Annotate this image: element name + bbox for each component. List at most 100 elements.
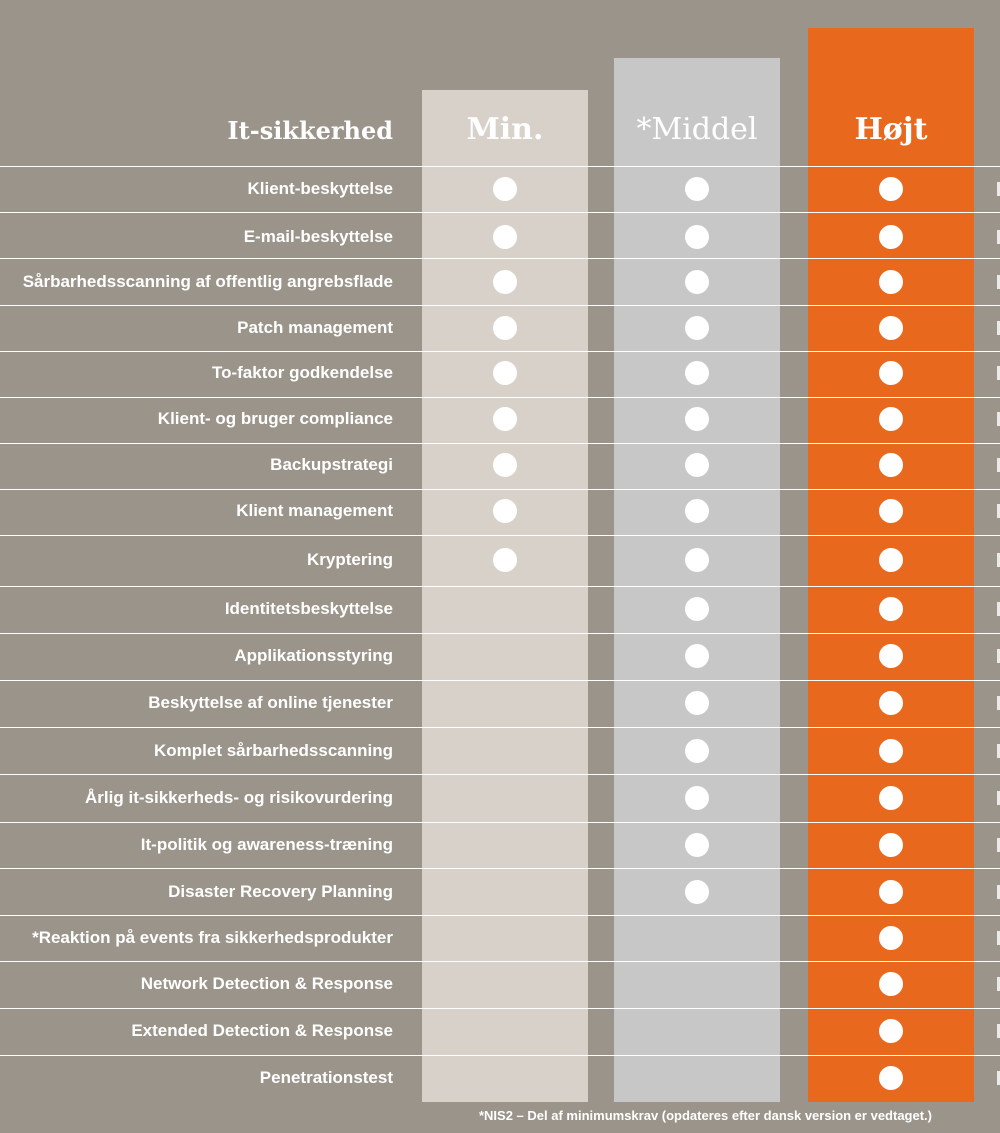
included-dot-icon (879, 177, 903, 201)
row-divider (0, 586, 1000, 587)
included-dot-icon (685, 499, 709, 523)
row-divider (0, 397, 1000, 398)
included-dot-icon (685, 880, 709, 904)
row-label: Patch management (237, 318, 393, 337)
included-dot-icon (685, 316, 709, 340)
row-divider (0, 489, 1000, 490)
row-divider (0, 1055, 1000, 1056)
row-label: To-faktor godkendelse (211, 363, 393, 382)
included-dot-icon (685, 225, 709, 249)
edge-fragment (997, 885, 1000, 899)
included-dot-icon (879, 597, 903, 621)
row-divider (0, 915, 1000, 916)
edge-fragment (997, 504, 1000, 518)
included-dot-icon (493, 270, 517, 294)
edge-fragment (997, 412, 1000, 426)
row-label: *Reaktion på events fra sikkerhedsproduk… (32, 928, 393, 947)
row-label: Disaster Recovery Planning (168, 882, 393, 901)
included-dot-icon (493, 548, 517, 572)
included-dot-icon (879, 644, 903, 668)
included-dot-icon (493, 225, 517, 249)
edge-fragment (997, 230, 1000, 244)
row-label: Penetrationstest (259, 1068, 393, 1087)
included-dot-icon (493, 407, 517, 431)
edge-fragment (997, 744, 1000, 758)
row-label: Extended Detection & Response (131, 1021, 393, 1040)
edge-fragment (997, 649, 1000, 663)
edge-fragment (997, 791, 1000, 805)
included-dot-icon (879, 407, 903, 431)
row-label: It-politik og awareness-træning (140, 835, 393, 854)
edge-fragment (997, 977, 1000, 991)
included-dot-icon (879, 225, 903, 249)
edge-fragment (997, 182, 1000, 196)
edge-fragment (997, 838, 1000, 852)
row-divider (0, 166, 1000, 167)
edge-fragment (997, 458, 1000, 472)
included-dot-icon (879, 361, 903, 385)
included-dot-icon (879, 739, 903, 763)
row-divider (0, 680, 1000, 681)
included-dot-icon (879, 926, 903, 950)
included-dot-icon (879, 880, 903, 904)
row-divider (0, 212, 1000, 213)
edge-fragment (997, 275, 1000, 289)
included-dot-icon (879, 316, 903, 340)
included-dot-icon (685, 453, 709, 477)
row-divider (0, 443, 1000, 444)
included-dot-icon (493, 361, 517, 385)
row-divider (0, 961, 1000, 962)
included-dot-icon (879, 786, 903, 810)
row-label: Applikationsstyring (234, 646, 393, 665)
included-dot-icon (879, 1066, 903, 1090)
included-dot-icon (493, 499, 517, 523)
row-label: Klient management (236, 501, 393, 520)
included-dot-icon (879, 499, 903, 523)
edge-fragment (997, 696, 1000, 710)
row-divider (0, 774, 1000, 775)
included-dot-icon (879, 270, 903, 294)
row-label: Beskyttelse af online tjenester (148, 693, 393, 712)
column-header-middel: *Middel (636, 112, 758, 147)
row-divider (0, 351, 1000, 352)
row-divider (0, 868, 1000, 869)
edge-fragment (997, 321, 1000, 335)
included-dot-icon (493, 177, 517, 201)
row-label: Kryptering (307, 550, 393, 569)
included-dot-icon (879, 1019, 903, 1043)
row-divider (0, 727, 1000, 728)
row-label: Identitetsbeskyttelse (224, 599, 393, 618)
included-dot-icon (685, 644, 709, 668)
row-label: Årlig it-sikkerheds- og risikovurdering (85, 788, 393, 807)
included-dot-icon (685, 361, 709, 385)
included-dot-icon (493, 453, 517, 477)
row-label: Network Detection & Response (140, 974, 393, 993)
included-dot-icon (685, 691, 709, 715)
included-dot-icon (685, 548, 709, 572)
edge-fragment (997, 931, 1000, 945)
edge-fragment (997, 553, 1000, 567)
column-header-hojt: Højt (854, 112, 928, 147)
included-dot-icon (685, 177, 709, 201)
row-divider (0, 822, 1000, 823)
row-divider (0, 535, 1000, 536)
included-dot-icon (879, 548, 903, 572)
row-label: Komplet sårbarhedsscanning (153, 741, 393, 760)
included-dot-icon (493, 316, 517, 340)
included-dot-icon (879, 972, 903, 996)
edge-fragment (997, 1071, 1000, 1085)
footnote: *NIS2 – Del af minimumskrav (opdateres e… (478, 1108, 932, 1123)
row-label: Klient- og bruger compliance (157, 409, 393, 428)
row-label: Klient-beskyttelse (247, 179, 394, 198)
column-header-min: Min. (466, 112, 544, 147)
included-dot-icon (879, 453, 903, 477)
row-divider (0, 258, 1000, 259)
included-dot-icon (879, 691, 903, 715)
edge-fragment (997, 1024, 1000, 1038)
column-middel-background (614, 58, 780, 1102)
included-dot-icon (879, 833, 903, 857)
edge-fragment (997, 366, 1000, 380)
row-divider (0, 1008, 1000, 1009)
included-dot-icon (685, 597, 709, 621)
row-label: Backupstrategi (270, 455, 393, 474)
